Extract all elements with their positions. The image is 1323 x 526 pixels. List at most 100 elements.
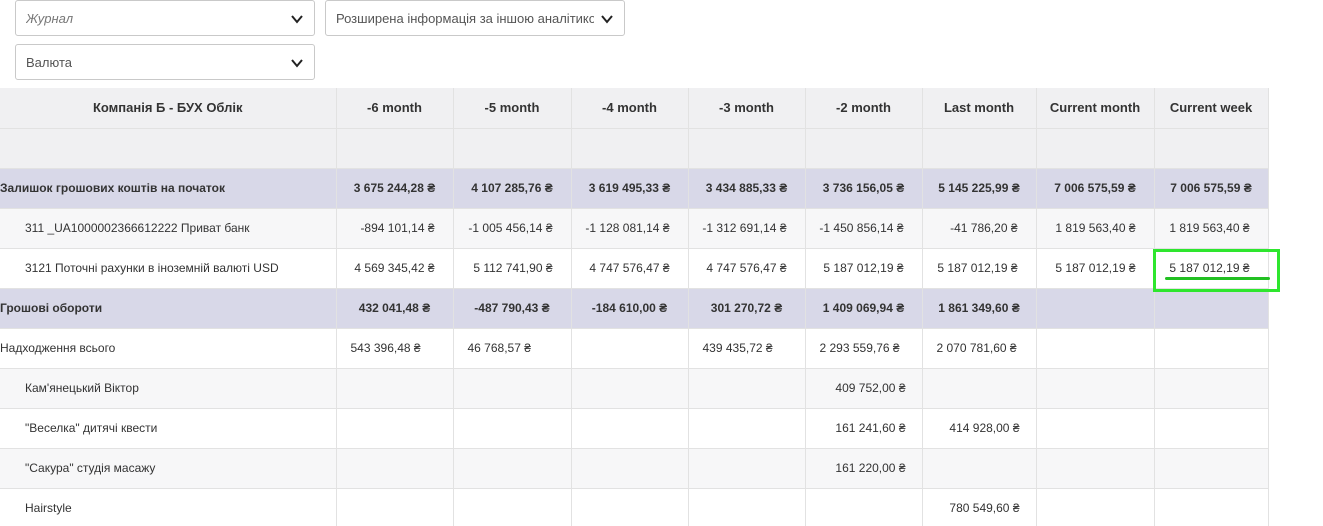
row-label: Грошові обороти xyxy=(0,288,337,329)
table-cell xyxy=(453,368,572,409)
table-row[interactable]: Надходження всього 543 396,48 ₴ 46 768,57 … xyxy=(0,328,1269,369)
table-cell xyxy=(1154,488,1269,526)
journal-select-value: Журнал xyxy=(26,10,74,26)
table-cell xyxy=(688,368,806,409)
table-cell xyxy=(688,408,806,449)
column-header[interactable]: -2 month xyxy=(805,88,923,129)
table-cell xyxy=(571,328,689,369)
table-cell: 3 675 244,28 ₴ xyxy=(336,168,454,209)
highlight-underline xyxy=(1165,277,1270,280)
table-cell xyxy=(1036,368,1155,409)
table-cell: 2 293 559,76 ₴ xyxy=(805,328,923,369)
table-cell xyxy=(336,368,454,409)
table-cell: 432 041,48 ₴ xyxy=(336,288,454,329)
table-cell xyxy=(1154,408,1269,449)
table-cell: 4 747 576,47 ₴ xyxy=(688,248,806,289)
table-cell: 46 768,57 ₴ xyxy=(453,328,572,369)
row-label: Hairstyle xyxy=(0,488,337,526)
highlight-box xyxy=(1153,249,1280,292)
table-cell: -184 610,00 ₴ xyxy=(571,288,689,329)
currency-select[interactable]: Валюта xyxy=(15,44,315,80)
table-row[interactable]: Залишок грошових коштів на початок 3 675 … xyxy=(0,168,1269,209)
row-label: Залишок грошових коштів на початок xyxy=(0,168,337,209)
table-cell xyxy=(336,488,454,526)
table-cell xyxy=(688,448,806,489)
column-header[interactable]: -5 month xyxy=(453,88,572,129)
column-header[interactable]: Current week xyxy=(1154,88,1269,129)
table-cell: 5 187 012,19 ₴ xyxy=(922,248,1037,289)
table-cell: 4 747 576,47 ₴ xyxy=(571,248,689,289)
table-cell: 4 107 285,76 ₴ xyxy=(453,168,572,209)
table-row[interactable]: Hairstyle 780 549,60 ₴ xyxy=(0,488,1269,526)
table-cell xyxy=(336,448,454,489)
table-cell: 7 006 575,59 ₴ xyxy=(1036,168,1155,209)
table-cell: 3 736 156,05 ₴ xyxy=(805,168,923,209)
table-cell xyxy=(1036,488,1155,526)
table-cell: -894 101,14 ₴ xyxy=(336,208,454,249)
table-cell xyxy=(571,408,689,449)
table-cell xyxy=(1154,328,1269,369)
table-cell: 3 619 495,33 ₴ xyxy=(571,168,689,209)
company-title: Компанія Б - БУХ Облік xyxy=(0,88,337,129)
row-label: "Веселка" дитячі квести xyxy=(0,408,337,449)
column-header[interactable]: Last month xyxy=(922,88,1037,129)
currency-select-value: Валюта xyxy=(26,54,72,70)
table-cell xyxy=(1036,328,1155,369)
table-cell: 161 220,00 ₴ xyxy=(805,448,923,489)
table-cell xyxy=(571,368,689,409)
table-cell: 301 270,72 ₴ xyxy=(688,288,806,329)
table-cell xyxy=(453,488,572,526)
table-cell xyxy=(571,448,689,489)
table-cell xyxy=(571,488,689,526)
table-cell: 1 819 563,40 ₴ xyxy=(1154,208,1269,249)
analytics-select[interactable]: Розширена інформація за іншою аналітико xyxy=(325,0,625,36)
column-header[interactable]: -6 month xyxy=(336,88,454,129)
table-cell xyxy=(453,408,572,449)
table-cell: 414 928,00 ₴ xyxy=(922,408,1037,449)
table-row[interactable]: 311 _UA1000002366612222 Приват банк -894 … xyxy=(0,208,1269,249)
table-cell: 409 752,00 ₴ xyxy=(805,368,923,409)
row-label: 311 _UA1000002366612222 Приват банк xyxy=(0,208,337,249)
journal-select[interactable]: Журнал xyxy=(15,0,315,36)
table-cell xyxy=(922,448,1037,489)
table-cell: -41 786,20 ₴ xyxy=(922,208,1037,249)
table-cell: 161 241,60 ₴ xyxy=(805,408,923,449)
table-cell: 5 187 012,19 ₴ xyxy=(805,248,923,289)
table-cell xyxy=(922,368,1037,409)
table-cell xyxy=(1036,408,1155,449)
table-cell: -1 128 081,14 ₴ xyxy=(571,208,689,249)
table-cell: 5 187 012,19 ₴ xyxy=(1154,248,1269,289)
table-row[interactable]: 3121 Поточні рахунки в іноземній валюті … xyxy=(0,248,1269,289)
chevron-down-icon xyxy=(601,15,613,24)
table-cell xyxy=(1036,448,1155,489)
chevron-down-icon xyxy=(291,59,303,68)
chevron-down-icon xyxy=(291,15,303,24)
table-cell xyxy=(1154,368,1269,409)
table-cell: 4 569 345,42 ₴ xyxy=(336,248,454,289)
table-cell: -1 312 691,14 ₴ xyxy=(688,208,806,249)
table-cell xyxy=(336,408,454,449)
table-cell: 5 187 012,19 ₴ xyxy=(1036,248,1155,289)
cashflow-table: Компанія Б - БУХ Облік -6 month -5 month… xyxy=(0,88,1269,526)
column-header[interactable]: -4 month xyxy=(571,88,689,129)
table-cell: 1 861 349,60 ₴ xyxy=(922,288,1037,329)
column-header[interactable]: Current month xyxy=(1036,88,1155,129)
analytics-select-value: Розширена інформація за іншою аналітико xyxy=(336,10,594,26)
table-cell: -1 450 856,14 ₴ xyxy=(805,208,923,249)
table-header-row: Компанія Б - БУХ Облік -6 month -5 month… xyxy=(0,88,1269,129)
table-cell: 3 434 885,33 ₴ xyxy=(688,168,806,209)
table-cell: 5 145 225,99 ₴ xyxy=(922,168,1037,209)
table-row[interactable]: "Сакура" студія масажу 161 220,00 ₴ xyxy=(0,448,1269,489)
table-cell: 7 006 575,59 ₴ xyxy=(1154,168,1269,209)
table-row[interactable]: Грошові обороти 432 041,48 ₴ -487 790,43 ₴… xyxy=(0,288,1269,329)
column-header[interactable]: -3 month xyxy=(688,88,806,129)
table-row[interactable]: "Веселка" дитячі квести 161 241,60 ₴ 414 9… xyxy=(0,408,1269,449)
row-label: Кам'янецький Віктор xyxy=(0,368,337,409)
table-subheader-row xyxy=(0,128,1269,169)
row-label: "Сакура" студія масажу xyxy=(0,448,337,489)
table-row[interactable]: Кам'янецький Віктор 409 752,00 ₴ xyxy=(0,368,1269,409)
table-cell xyxy=(453,448,572,489)
table-cell: 1 819 563,40 ₴ xyxy=(1036,208,1155,249)
table-cell: 1 409 069,94 ₴ xyxy=(805,288,923,329)
table-cell xyxy=(1154,288,1269,329)
